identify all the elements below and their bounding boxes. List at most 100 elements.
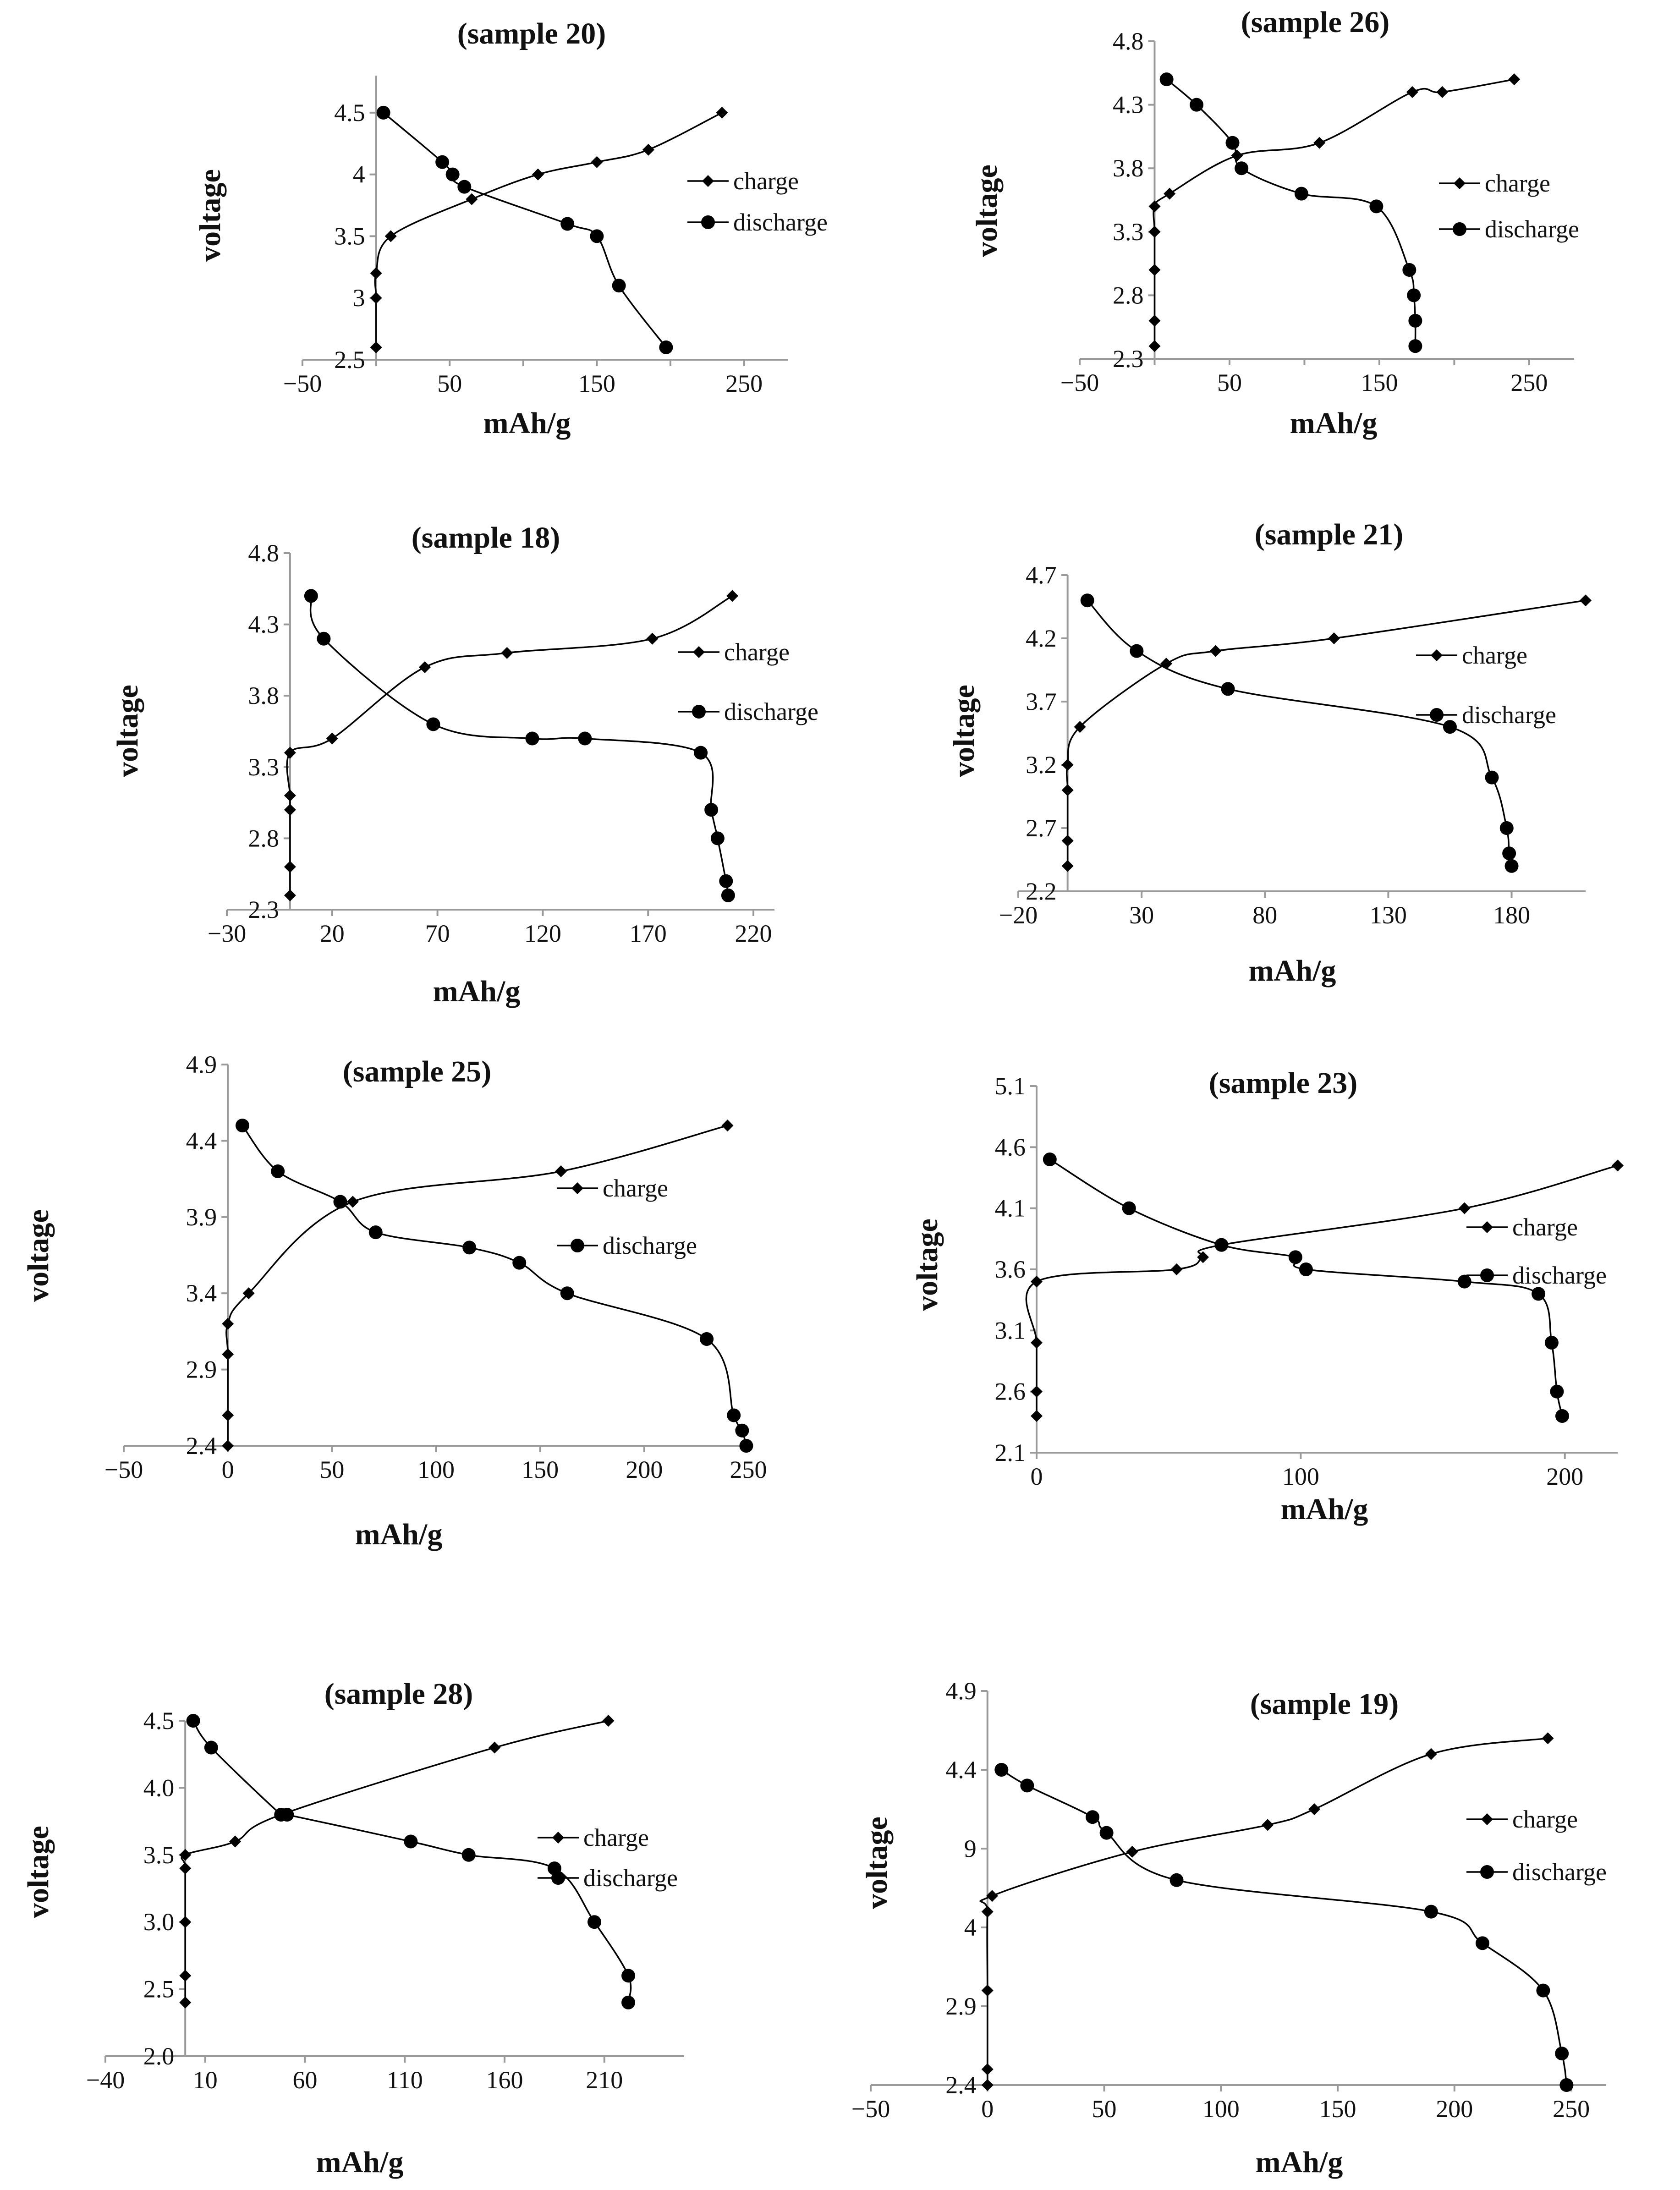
data-point-discharge	[1099, 1826, 1114, 1840]
data-point-charge	[222, 1409, 234, 1422]
data-point-discharge	[1544, 1336, 1559, 1350]
legend-label-discharge: discharge	[724, 698, 818, 725]
data-point-discharge	[1475, 1936, 1489, 1950]
x-tick-label: 80	[1252, 901, 1277, 929]
chart-title: (sample 25)	[343, 1055, 491, 1088]
legend-marker-charge	[1481, 1813, 1493, 1825]
data-point-charge	[986, 1890, 998, 1902]
data-point-charge	[222, 1317, 234, 1330]
x-tick-label: 200	[1436, 2095, 1473, 2123]
x-tick-label: 150	[522, 1456, 559, 1483]
y-tick-label: 3.5	[334, 222, 365, 250]
legend-label-discharge: discharge	[583, 1864, 678, 1892]
x-tick-label: 50	[1217, 369, 1242, 396]
chart-sample-20: −50 50 150 250 2.5 3 3.5 4 4.5 (sample 20) mAh/g vo…	[193, 17, 828, 440]
x-tick-label: −30	[208, 920, 246, 947]
x-axis-title: mAh/g	[1281, 1493, 1368, 1526]
data-point-discharge	[621, 1995, 636, 2009]
data-point-charge	[726, 590, 739, 602]
data-point-charge	[1458, 1202, 1471, 1214]
data-point-discharge	[621, 1969, 636, 1983]
y-tick-label: 4.3	[1113, 91, 1144, 119]
chart-title: (sample 18)	[412, 521, 560, 554]
data-point-discharge	[1499, 821, 1514, 835]
data-point-discharge	[368, 1225, 383, 1240]
data-point-discharge	[694, 746, 708, 760]
data-point-charge	[1425, 1748, 1437, 1760]
legend-marker-charge	[552, 1832, 564, 1844]
data-point-discharge	[1288, 1250, 1302, 1264]
y-tick-label: 2.1	[995, 1439, 1026, 1466]
legend-label-charge: charge	[1485, 170, 1550, 197]
y-tick-label: 3.0	[143, 1908, 175, 1936]
data-point-discharge	[1443, 720, 1457, 734]
data-point-charge	[179, 1996, 192, 2009]
y-tick-label: 2.5	[334, 346, 365, 373]
data-point-charge	[1031, 1337, 1043, 1349]
data-point-discharge	[1502, 846, 1516, 861]
series-line-discharge	[242, 1125, 747, 1446]
y-tick-label: 3.7	[1026, 688, 1057, 715]
data-point-charge	[1031, 1385, 1043, 1398]
y-axis-title: voltage	[111, 685, 144, 777]
x-tick-label: 170	[630, 920, 667, 947]
data-point-discharge	[1159, 72, 1174, 87]
legend-marker-discharge	[701, 215, 715, 229]
data-point-discharge	[1214, 1238, 1229, 1252]
data-point-charge	[384, 230, 397, 242]
data-point-charge	[1580, 594, 1592, 607]
series-line-discharge	[383, 112, 667, 348]
legend-marker-charge	[1454, 177, 1466, 189]
data-point-charge	[721, 1120, 734, 1132]
data-point-discharge	[1122, 1201, 1136, 1215]
data-point-discharge	[317, 631, 331, 646]
x-tick-label: −50	[851, 2095, 890, 2123]
data-point-discharge	[333, 1195, 347, 1209]
chart-title: (sample 20)	[457, 17, 606, 50]
data-point-charge	[179, 1970, 192, 1982]
y-tick-label: 4.5	[334, 99, 365, 126]
y-tick-label: 3.3	[1113, 218, 1144, 246]
y-axis-title: voltage	[22, 1826, 55, 1918]
data-point-charge	[346, 1196, 359, 1208]
data-point-discharge	[280, 1807, 294, 1822]
y-axis-title: voltage	[970, 165, 1004, 257]
x-tick-label: 0	[1031, 1463, 1043, 1490]
data-point-discharge	[1408, 313, 1422, 328]
data-point-charge	[602, 1715, 615, 1727]
data-point-discharge	[271, 1164, 285, 1178]
legend-label-charge: charge	[724, 638, 790, 666]
legend-label-discharge: discharge	[1462, 701, 1556, 729]
legend-marker-discharge	[1480, 1268, 1494, 1282]
series-line-charge	[286, 595, 733, 895]
x-tick-label: 50	[319, 1456, 344, 1483]
data-point-charge	[1031, 1275, 1043, 1288]
data-point-discharge	[578, 731, 592, 746]
y-tick-label: 4.7	[1026, 561, 1057, 589]
data-point-charge	[370, 292, 382, 304]
y-tick-label: 2.9	[186, 1356, 217, 1383]
data-point-charge	[284, 746, 296, 759]
chart-sample-19: −50 0 50 100 150 200 250 2.4 2.9 4 9 4.4 4.9 (sample …	[851, 1677, 1607, 2179]
data-point-discharge	[1299, 1262, 1313, 1276]
data-point-charge	[466, 193, 478, 205]
y-tick-label: 3.2	[1026, 751, 1057, 779]
data-point-discharge	[1457, 1274, 1471, 1289]
data-point-discharge	[1407, 288, 1421, 302]
data-point-discharge	[1294, 187, 1308, 201]
data-point-charge	[1612, 1159, 1624, 1172]
y-tick-label: 4.9	[945, 1677, 977, 1705]
legend-label-discharge: discharge	[1485, 215, 1579, 243]
chart-title: (sample 21)	[1255, 518, 1403, 551]
x-axis-title: mAh/g	[433, 975, 521, 1008]
data-point-charge	[1197, 1251, 1209, 1263]
legend-marker-charge	[1431, 649, 1443, 661]
data-point-charge	[642, 143, 654, 156]
data-point-charge	[981, 1984, 994, 1997]
x-tick-label: 180	[1493, 901, 1530, 929]
data-point-charge	[1231, 149, 1243, 162]
data-point-discharge	[612, 279, 626, 293]
data-point-charge	[370, 341, 382, 354]
x-tick-label: −50	[104, 1456, 143, 1483]
